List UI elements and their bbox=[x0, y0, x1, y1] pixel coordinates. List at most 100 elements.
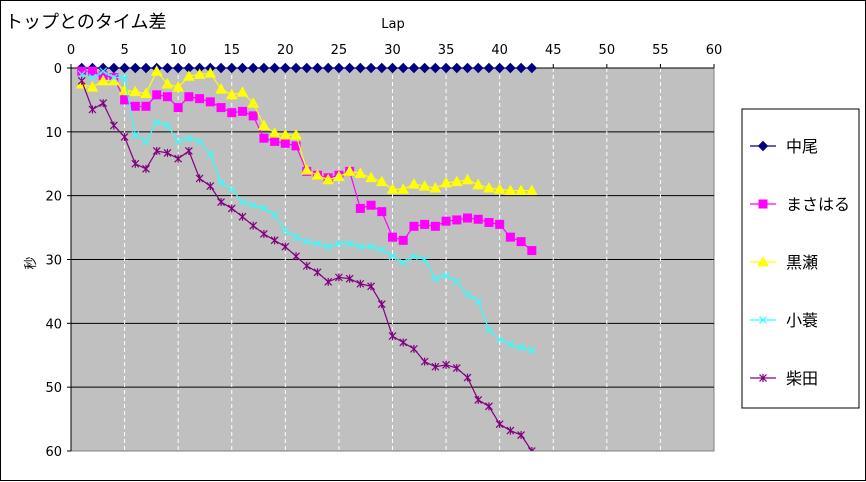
asterisk-marker bbox=[206, 182, 215, 191]
square-marker bbox=[516, 237, 526, 247]
diamond-marker bbox=[419, 62, 430, 74]
legend-label: 小蓑 bbox=[786, 311, 818, 330]
asterisk-marker bbox=[238, 212, 247, 221]
x-marker bbox=[377, 246, 386, 254]
diamond-marker bbox=[269, 62, 280, 74]
triangle-marker bbox=[193, 68, 206, 79]
asterisk-marker bbox=[431, 362, 440, 371]
triangle-marker bbox=[397, 183, 410, 194]
x-marker bbox=[206, 150, 215, 159]
triangle-marker bbox=[483, 181, 495, 193]
x-marker bbox=[367, 242, 375, 251]
diamond-marker bbox=[494, 62, 505, 74]
triangle-marker bbox=[450, 175, 463, 187]
x-marker bbox=[152, 118, 161, 127]
asterisk-marker bbox=[249, 221, 258, 230]
y-tick-label: 60 bbox=[45, 445, 62, 460]
asterisk-marker bbox=[527, 447, 536, 451]
triangle-marker bbox=[375, 175, 388, 187]
diamond-marker bbox=[483, 62, 495, 74]
asterisk-marker bbox=[270, 236, 279, 245]
x-marker bbox=[131, 131, 140, 139]
diamond-marker bbox=[140, 62, 152, 74]
square-marker bbox=[388, 232, 397, 242]
x-marker bbox=[506, 340, 515, 349]
asterisk-marker bbox=[334, 273, 343, 282]
x-marker bbox=[259, 204, 268, 213]
diamond-marker bbox=[322, 62, 334, 74]
asterisk-marker bbox=[99, 99, 108, 108]
x-marker bbox=[313, 239, 322, 248]
asterisk-marker bbox=[410, 344, 418, 353]
triangle-marker bbox=[268, 127, 281, 138]
triangle-marker bbox=[472, 178, 485, 190]
diamond-marker bbox=[387, 62, 398, 74]
asterisk-marker bbox=[88, 105, 97, 114]
diamond-marker bbox=[757, 140, 769, 152]
triangle-marker bbox=[525, 184, 538, 196]
square-marker bbox=[141, 101, 151, 111]
triangle-marker bbox=[365, 171, 377, 183]
diamond-marker bbox=[376, 62, 387, 74]
series-1 bbox=[77, 66, 537, 256]
asterisk-marker bbox=[759, 374, 767, 382]
x-marker bbox=[388, 252, 397, 261]
x-tick-label: 50 bbox=[599, 43, 616, 58]
x-tick-label: 5 bbox=[120, 43, 128, 58]
triangle-marker bbox=[290, 128, 302, 140]
square-marker bbox=[205, 97, 215, 107]
x-marker bbox=[99, 67, 108, 76]
triangle-marker bbox=[129, 85, 142, 97]
triangle-marker bbox=[440, 176, 452, 188]
triangle-marker bbox=[386, 183, 399, 194]
x-marker bbox=[527, 346, 536, 355]
x-marker bbox=[195, 137, 204, 146]
y-tick-label: 10 bbox=[45, 126, 62, 141]
series-0 bbox=[76, 62, 538, 74]
diamond-marker bbox=[108, 62, 120, 74]
triangle-marker bbox=[172, 81, 185, 92]
asterisk-marker bbox=[495, 420, 504, 429]
asterisk-marker bbox=[452, 364, 461, 373]
asterisk-marker bbox=[517, 431, 526, 440]
square-marker bbox=[355, 203, 365, 213]
x-marker bbox=[142, 137, 150, 146]
diamond-marker bbox=[258, 62, 270, 74]
asterisk-marker bbox=[420, 357, 429, 366]
diamond-marker bbox=[408, 62, 420, 74]
square-marker bbox=[473, 214, 483, 224]
diamond-marker bbox=[247, 62, 259, 74]
legend-label: 柴田 bbox=[786, 369, 818, 388]
square-marker bbox=[270, 136, 280, 146]
y-tick-label: 30 bbox=[45, 254, 62, 269]
triangle-marker bbox=[311, 169, 324, 180]
x-marker bbox=[334, 239, 343, 248]
x-tick-label: 0 bbox=[67, 43, 75, 58]
series-group bbox=[75, 62, 538, 451]
x-marker bbox=[431, 274, 440, 283]
x-tick-label: 10 bbox=[170, 43, 187, 58]
asterisk-marker bbox=[485, 402, 493, 411]
triangle-marker bbox=[215, 83, 227, 94]
diamond-marker bbox=[162, 62, 173, 74]
triangle-marker bbox=[322, 173, 335, 185]
square-marker bbox=[184, 92, 194, 102]
square-marker bbox=[195, 94, 205, 104]
square-marker bbox=[366, 200, 376, 210]
x-marker bbox=[420, 255, 429, 264]
triangle-marker bbox=[183, 70, 195, 81]
asterisk-marker bbox=[152, 146, 161, 155]
x-marker bbox=[485, 325, 493, 334]
x-marker bbox=[292, 233, 300, 242]
square-marker bbox=[227, 108, 237, 118]
asterisk-marker bbox=[313, 268, 322, 277]
x-marker bbox=[474, 297, 483, 305]
triangle-marker bbox=[418, 180, 431, 191]
triangle-marker bbox=[343, 165, 356, 176]
diamond-marker bbox=[119, 62, 130, 74]
diamond-marker bbox=[290, 62, 302, 74]
square-marker bbox=[377, 207, 387, 217]
asterisk-marker bbox=[463, 373, 472, 382]
asterisk-marker bbox=[131, 159, 140, 168]
